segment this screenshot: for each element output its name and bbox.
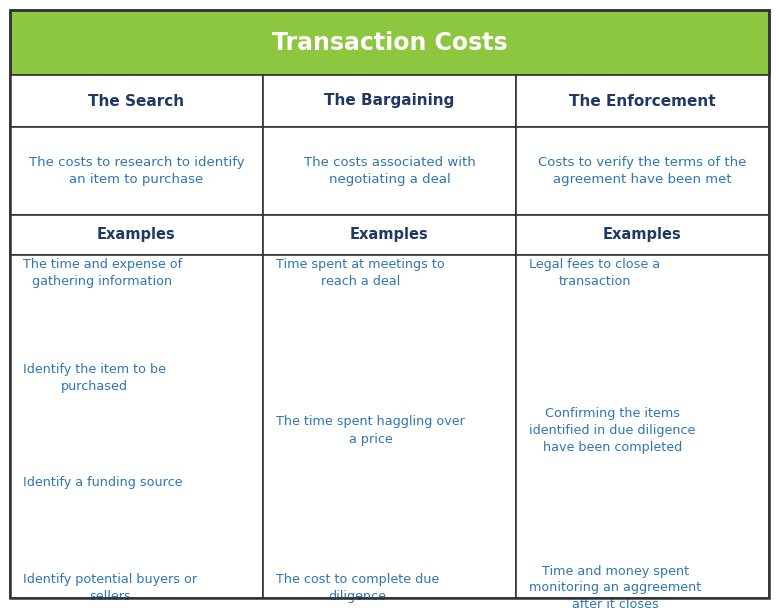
Text: Identify the item to be
purchased: Identify the item to be purchased (23, 363, 166, 393)
Text: Costs to verify the terms of the
agreement have been met: Costs to verify the terms of the agreeme… (538, 156, 747, 186)
Text: Transaction Costs: Transaction Costs (272, 30, 507, 55)
Bar (10, 215, 263, 255)
Bar (263, 127, 516, 215)
Bar (10, 255, 263, 598)
Bar (516, 215, 769, 255)
Text: Confirming the items
identified in due diligence
have been completed: Confirming the items identified in due d… (529, 407, 696, 454)
Bar (263, 75, 516, 127)
Bar (516, 75, 769, 127)
Text: Time spent at meetings to
reach a deal: Time spent at meetings to reach a deal (276, 258, 445, 288)
Text: The Enforcement: The Enforcement (569, 94, 716, 108)
Text: Examples: Examples (97, 227, 176, 243)
Text: Examples: Examples (603, 227, 682, 243)
Text: The time and expense of
gathering information: The time and expense of gathering inform… (23, 258, 182, 288)
Text: Identify a funding source: Identify a funding source (23, 477, 182, 489)
Text: The Search: The Search (89, 94, 185, 108)
Text: The cost to complete due
diligence: The cost to complete due diligence (276, 573, 439, 603)
Text: The costs to research to identify
an item to purchase: The costs to research to identify an ite… (29, 156, 245, 186)
Bar (516, 127, 769, 215)
Text: The costs associated with
negotiating a deal: The costs associated with negotiating a … (304, 156, 475, 186)
Text: Time and money spent
monitoring an aggreement
after it closes: Time and money spent monitoring an aggre… (529, 564, 701, 608)
Text: The time spent haggling over
a price: The time spent haggling over a price (276, 415, 465, 446)
Text: Identify potential buyers or
sellers: Identify potential buyers or sellers (23, 573, 197, 603)
Bar (263, 215, 516, 255)
Bar (10, 10, 769, 75)
Text: Legal fees to close a
transaction: Legal fees to close a transaction (529, 258, 660, 288)
Bar (10, 127, 263, 215)
Bar (516, 255, 769, 598)
Bar (263, 255, 516, 598)
Bar (10, 75, 263, 127)
Text: Examples: Examples (350, 227, 429, 243)
Text: The Bargaining: The Bargaining (324, 94, 455, 108)
